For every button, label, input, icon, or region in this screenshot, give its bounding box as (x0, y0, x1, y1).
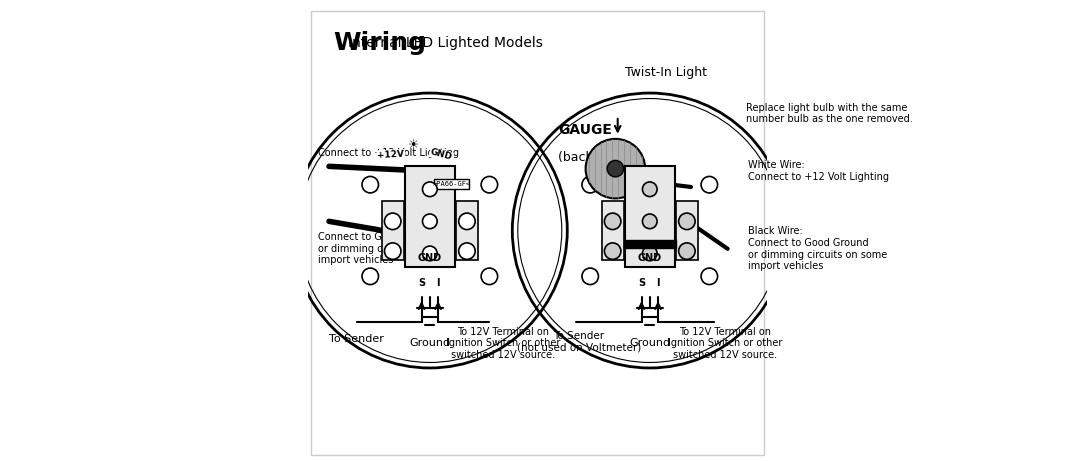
Text: I: I (656, 278, 660, 288)
Circle shape (678, 213, 696, 230)
Text: To Sender
(not used on Voltmeter): To Sender (not used on Voltmeter) (517, 331, 641, 353)
Text: Replace light bulb with the same
number bulb as the one removed.: Replace light bulb with the same number … (746, 103, 913, 124)
Text: +12V: +12V (377, 150, 404, 160)
Text: White Wire:
Connect to +12 Volt Lighting: White Wire: Connect to +12 Volt Lighting (748, 160, 889, 182)
Text: S: S (418, 278, 425, 288)
Circle shape (422, 214, 438, 229)
Circle shape (422, 182, 438, 196)
Circle shape (604, 243, 621, 260)
Text: To 12V Terminal on
Ignition Switch or other
switched 12V source.: To 12V Terminal on Ignition Switch or ot… (669, 327, 783, 360)
Text: Twist-In Light: Twist-In Light (625, 66, 706, 79)
Circle shape (459, 213, 475, 230)
FancyBboxPatch shape (624, 240, 676, 248)
Text: Black Wire:
Connect to Good Ground
or dimming circuits on some
import vehicles: Black Wire: Connect to Good Ground or di… (748, 226, 888, 271)
Text: GND: GND (418, 253, 442, 263)
Text: Wiring: Wiring (333, 30, 427, 55)
Text: GND: GND (637, 253, 662, 263)
Circle shape (459, 243, 475, 260)
Text: Ground: Ground (410, 338, 450, 348)
Text: (back view): (back view) (558, 151, 631, 164)
Text: >PA66-GF<: >PA66-GF< (432, 181, 471, 187)
Circle shape (607, 160, 623, 177)
Circle shape (385, 213, 401, 230)
Text: Ground: Ground (629, 338, 671, 348)
Text: Connect to +12 Volt Lighting: Connect to +12 Volt Lighting (317, 148, 459, 158)
Circle shape (643, 246, 657, 261)
Text: ☀: ☀ (408, 139, 419, 152)
FancyBboxPatch shape (456, 201, 478, 260)
Text: To Sender: To Sender (329, 334, 384, 343)
Circle shape (678, 243, 696, 260)
Circle shape (422, 246, 438, 261)
Text: I: I (436, 278, 440, 288)
FancyBboxPatch shape (602, 201, 624, 260)
Circle shape (385, 243, 401, 260)
FancyBboxPatch shape (434, 179, 469, 189)
Text: To 12V Terminal on
Ignition Switch or other
switched 12V source.: To 12V Terminal on Ignition Switch or ot… (446, 327, 560, 360)
Text: GND: GND (429, 148, 454, 162)
Text: GAUGE: GAUGE (558, 123, 612, 137)
Text: Connect to Good Ground
or dimming circuits on some
import vehicles: Connect to Good Ground or dimming circui… (317, 232, 457, 266)
Circle shape (604, 213, 621, 230)
FancyBboxPatch shape (382, 201, 404, 260)
Circle shape (586, 139, 645, 198)
FancyBboxPatch shape (404, 166, 455, 267)
Text: Internal LED Lighted Models: Internal LED Lighted Models (348, 35, 543, 50)
FancyBboxPatch shape (625, 166, 675, 267)
Circle shape (643, 214, 657, 229)
Circle shape (643, 182, 657, 196)
FancyBboxPatch shape (676, 201, 698, 260)
Text: S: S (637, 278, 645, 288)
